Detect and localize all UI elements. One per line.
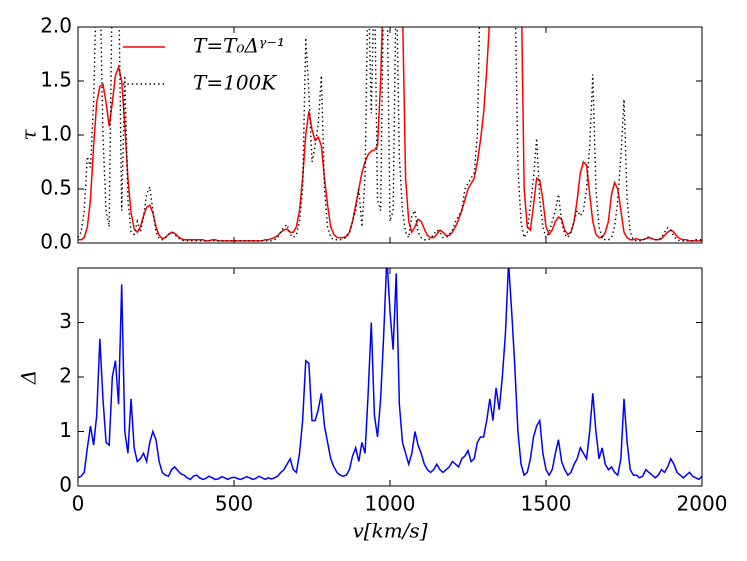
legend-label: T=100K: [193, 71, 277, 95]
x-tick-label: 2000: [677, 492, 728, 516]
y-axis-label: τ: [17, 129, 41, 141]
plot-area: [78, 268, 702, 481]
y-tick-label: 1.0: [40, 122, 72, 146]
y-tick-label: 2.0: [40, 14, 72, 38]
x-tick-label: 1500: [521, 492, 572, 516]
y-tick-label: 1.5: [40, 68, 72, 92]
x-tick-label: 500: [215, 492, 253, 516]
y-tick-label: 1: [59, 418, 72, 442]
plot-area: [78, 27, 702, 242]
y-tick-label: 0.5: [40, 176, 72, 200]
y-tick-label: 3: [59, 309, 72, 333]
data-line: [78, 27, 702, 242]
y-tick-label: 2: [59, 364, 72, 388]
x-tick-label: 1000: [365, 492, 416, 516]
data-line: [78, 27, 702, 242]
y-axis-label: Δ: [17, 370, 41, 385]
y-tick-label: 0.0: [40, 230, 72, 254]
axes-frame: [77, 26, 703, 244]
data-line: [78, 268, 702, 481]
y-tick-label: 0: [59, 473, 72, 497]
legend-label: T=T₀Δᵞ⁻¹: [193, 34, 285, 58]
x-axis-label: v[km/s]: [353, 519, 428, 543]
x-tick-label: 0: [72, 492, 85, 516]
